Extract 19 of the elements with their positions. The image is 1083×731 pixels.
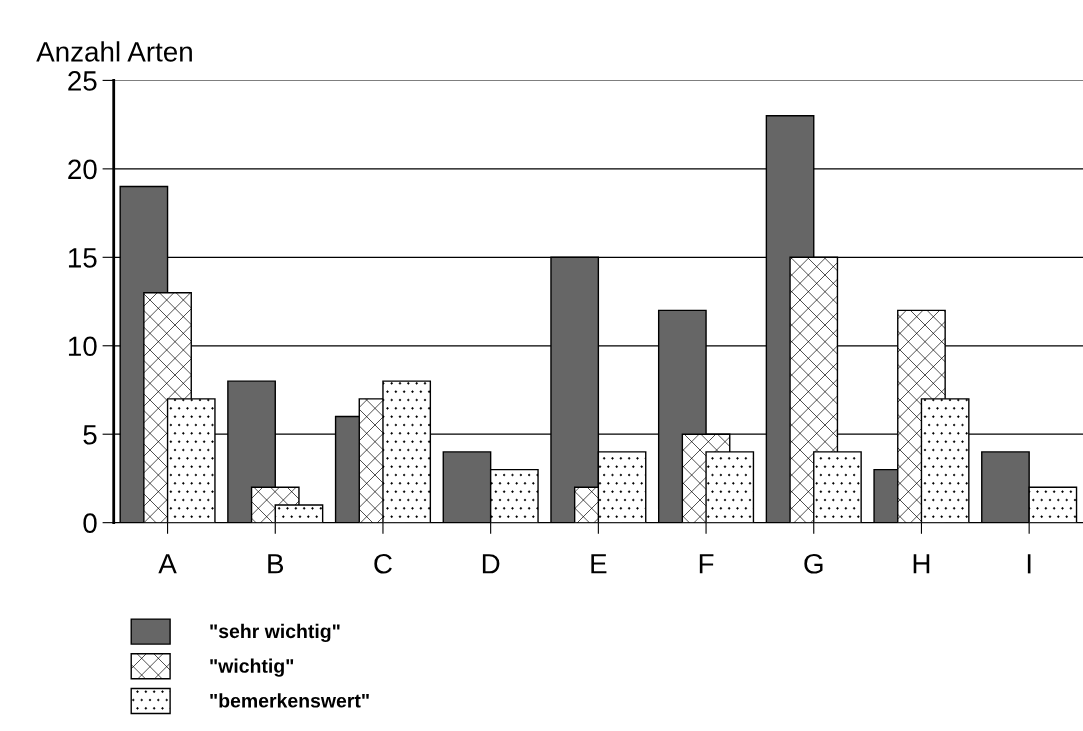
x-tick-label: D <box>482 554 500 574</box>
x-tick-label: I <box>1027 554 1031 574</box>
y-tick-label: 25 <box>68 71 97 91</box>
y-tick-label: 15 <box>68 248 97 268</box>
y-tick-label: 5 <box>83 425 97 445</box>
x-tick-label: F <box>699 554 714 574</box>
y-tick-label: 0 <box>83 513 97 533</box>
y-tick-label: 20 <box>68 159 97 180</box>
x-tick-label: A <box>158 554 177 574</box>
x-tick-label: B <box>268 554 284 574</box>
x-tick-label: H <box>913 554 930 574</box>
legend-label: "wichtig" <box>210 658 294 677</box>
legend-label: "sehr wichtig" <box>210 623 340 643</box>
x-tick-label: G <box>804 553 823 574</box>
x-tick-label: C <box>374 553 392 574</box>
legend-label: "bemerkenswert" <box>210 693 369 708</box>
y-axis-title: Anzahl Arten <box>36 41 192 62</box>
y-tick-label: 10 <box>68 336 97 357</box>
x-tick-label: E <box>591 554 607 574</box>
